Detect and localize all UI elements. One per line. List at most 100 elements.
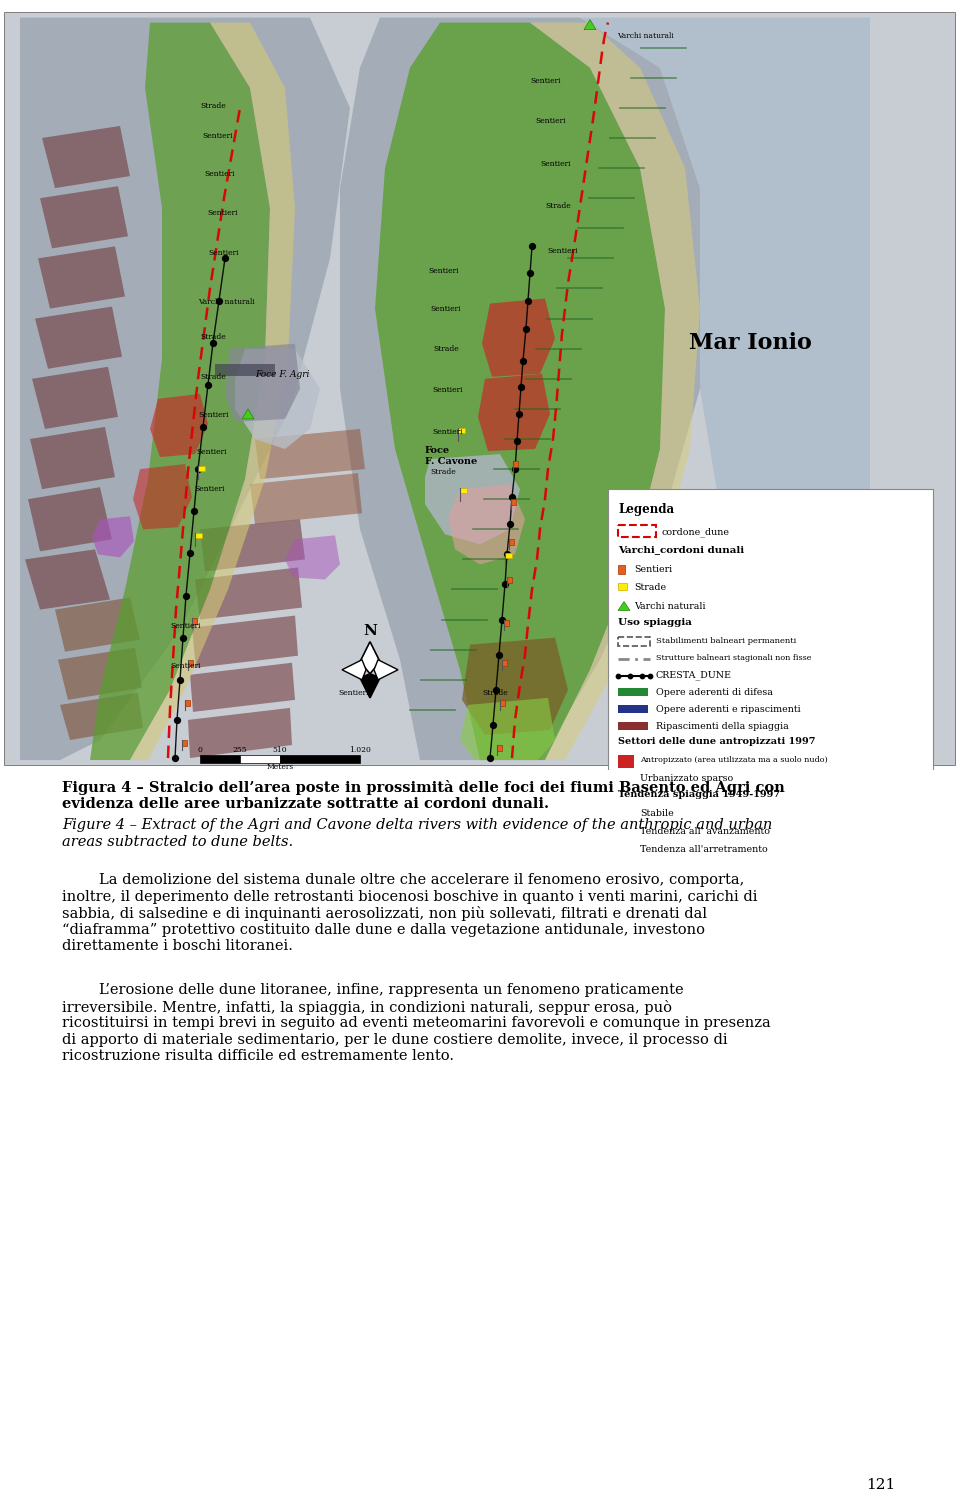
Bar (618, 705, 648, 713)
Bar (240, 755, 280, 763)
Text: Stabilimenti balneari permanenti: Stabilimenti balneari permanenti (656, 637, 796, 645)
Polygon shape (584, 20, 596, 30)
Polygon shape (425, 455, 520, 544)
Polygon shape (462, 637, 568, 735)
Text: Mar Ionio: Mar Ionio (688, 332, 811, 353)
Text: Sentieri: Sentieri (198, 411, 228, 418)
Text: Figura 4 – Stralcio dell’area poste in prossimità delle foci dei fiumi Basento e: Figura 4 – Stralcio dell’area poste in p… (62, 781, 784, 796)
Polygon shape (92, 516, 134, 557)
Text: Sentieri: Sentieri (530, 77, 561, 85)
Text: irreversibile. Mentre, infatti, la spiaggia, in condizioni naturali, seppur eros: irreversibile. Mentre, infatti, la spiag… (62, 1000, 672, 1015)
Text: Figure 4 – Extract of the Agri and Cavone delta rivers with evidence of the anth: Figure 4 – Extract of the Agri and Cavon… (62, 818, 772, 832)
Bar (511, 500, 516, 506)
Text: Varchi naturali: Varchi naturali (198, 297, 254, 305)
Bar (507, 577, 512, 583)
Point (497, 572, 513, 596)
Polygon shape (460, 698, 555, 760)
Bar (182, 740, 187, 746)
Text: L’erosione delle dune litoranee, infine, rappresenta un fenomeno praticamente: L’erosione delle dune litoranee, infine,… (62, 983, 684, 997)
Text: Sentieri: Sentieri (202, 131, 232, 140)
Point (611, 664, 626, 689)
Polygon shape (618, 601, 630, 610)
Text: Opere aderenti di difesa: Opere aderenti di difesa (656, 689, 773, 696)
Polygon shape (35, 307, 122, 368)
Polygon shape (30, 427, 115, 489)
Bar (188, 660, 193, 666)
Text: Urbanizzato sparso: Urbanizzato sparso (640, 775, 733, 784)
Polygon shape (133, 464, 192, 530)
Polygon shape (192, 616, 298, 667)
Text: Sentieri: Sentieri (535, 116, 565, 125)
Polygon shape (195, 568, 302, 619)
Text: Sentieri: Sentieri (196, 448, 227, 456)
Text: Stabile: Stabile (640, 809, 674, 818)
Text: Sentieri: Sentieri (338, 689, 369, 696)
Bar (502, 660, 507, 666)
Point (499, 542, 515, 566)
Text: Sentieri: Sentieri (194, 485, 225, 494)
Point (205, 331, 221, 355)
Bar (513, 461, 518, 467)
Bar (608, 489, 933, 960)
Polygon shape (242, 409, 254, 418)
Point (190, 458, 205, 482)
Polygon shape (375, 23, 665, 760)
Text: Sentieri: Sentieri (432, 427, 463, 436)
Point (507, 458, 522, 482)
Polygon shape (32, 367, 118, 429)
Bar (198, 467, 205, 471)
Polygon shape (55, 598, 140, 652)
Polygon shape (360, 673, 380, 698)
Point (182, 541, 198, 565)
Text: di apporto di materiale sedimentario, per le dune costiere demolite, invece, il : di apporto di materiale sedimentario, pe… (62, 1033, 728, 1046)
Point (514, 374, 529, 399)
Point (494, 607, 510, 631)
Point (186, 500, 202, 524)
Polygon shape (25, 550, 110, 610)
Polygon shape (130, 23, 295, 760)
Text: Strade: Strade (200, 373, 226, 381)
Text: CRESTA_DUNE: CRESTA_DUNE (656, 670, 732, 681)
Point (502, 512, 517, 536)
Bar (460, 488, 467, 494)
Bar (185, 699, 190, 705)
Text: ricostituirsi in tempi brevi in seguito ad eventi meteomarini favorevoli e comun: ricostituirsi in tempi brevi in seguito … (62, 1016, 771, 1030)
Bar (280, 755, 360, 763)
Text: Foce
F. Cavone: Foce F. Cavone (425, 445, 477, 467)
Text: Sentieri: Sentieri (540, 160, 570, 168)
Point (504, 485, 519, 509)
Polygon shape (40, 186, 128, 248)
Bar (458, 427, 465, 433)
Bar (200, 755, 240, 763)
Text: Foce F. Agri: Foce F. Agri (255, 370, 309, 379)
Point (635, 664, 650, 689)
Text: Sentieri: Sentieri (634, 565, 672, 574)
Text: Opere aderenti e ripascimenti: Opere aderenti e ripascimenti (656, 705, 801, 714)
Polygon shape (235, 349, 320, 448)
Bar (504, 619, 509, 625)
Text: Sentieri: Sentieri (207, 210, 237, 217)
Bar (618, 808, 634, 821)
Point (518, 317, 534, 341)
Point (520, 288, 536, 313)
Bar (215, 364, 275, 376)
Text: Tendenza spiaggia 1949-1997: Tendenza spiaggia 1949-1997 (618, 790, 780, 799)
Point (492, 643, 507, 667)
Polygon shape (482, 299, 555, 378)
Bar (505, 553, 512, 559)
Point (169, 708, 184, 732)
Point (179, 583, 194, 607)
Text: Sentieri: Sentieri (170, 661, 201, 670)
Point (486, 713, 501, 737)
Text: Sentieri: Sentieri (208, 249, 238, 257)
Polygon shape (374, 660, 398, 680)
Point (201, 373, 216, 397)
Point (217, 246, 232, 270)
Polygon shape (150, 394, 208, 458)
Text: Sentieri: Sentieri (204, 171, 234, 178)
Text: Varchi naturali: Varchi naturali (634, 601, 706, 610)
Bar (618, 637, 650, 646)
Text: La demolizione del sistema dunale oltre che accelerare il fenomeno erosivo, comp: La demolizione del sistema dunale oltre … (62, 873, 744, 886)
Bar (618, 773, 634, 787)
Text: Strade: Strade (545, 202, 571, 210)
